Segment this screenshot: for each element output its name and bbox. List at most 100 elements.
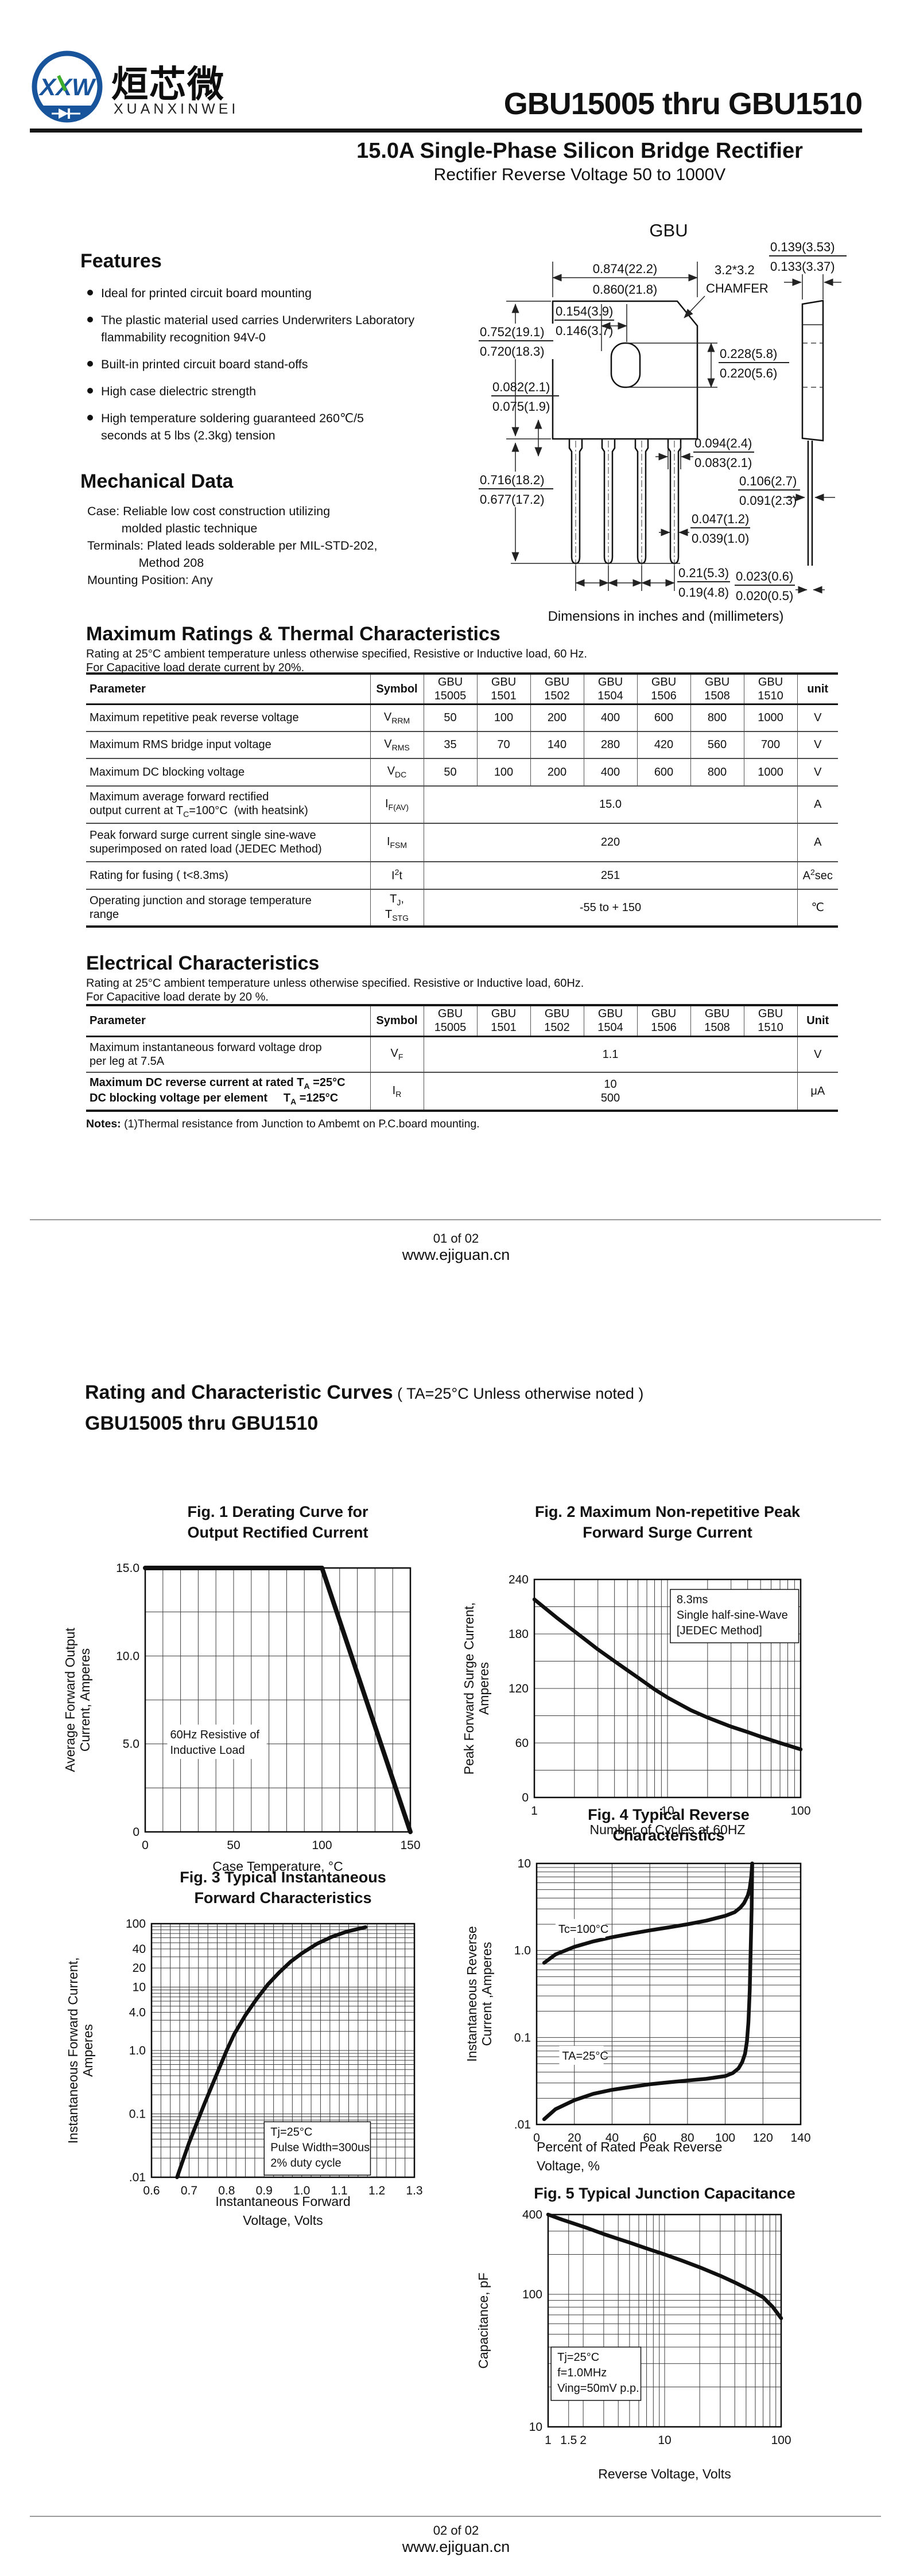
figure-1-title: Fig. 1 Derating Curve for Output Rectifi… [187,1503,368,1541]
cell-value: 600 [637,704,690,731]
th-model: GBU 1501 [476,674,530,705]
tick-label: 1.0 [293,2184,310,2197]
dim-label: 0.21(5.3) [678,566,729,580]
annotation-text: Inductive Load [170,1744,245,1757]
annotation-text: Tj=25°C [270,2126,312,2138]
tick-label: 0.8 [218,2184,235,2197]
electrical-table: Parameter Symbol GBU 15005 GBU 1501 GBU 1502 GBU… [86,1004,838,1112]
tick-label: 80 [681,2131,694,2145]
th-symbol: Symbol [370,1005,424,1036]
cell-symbol: VRMS [370,731,424,758]
x-tick-labels: 0 20 40 60 80 100 120 140 [533,2131,810,2145]
x-axis-label: Case Temperature, °C [212,1859,343,1874]
mechanical-heading: Mechanical Data [80,470,234,492]
tick-label: .01 [514,2118,531,2131]
tick-label: 15.0 [116,1562,139,1575]
tick-label: 1 [545,2434,552,2447]
cell-value: 1000 [743,704,797,731]
series-curve [542,1861,754,1965]
dim-label: 0.106(2.7) [739,474,797,488]
bullet-icon [87,361,93,367]
cell-unit: V [797,704,838,731]
y-axis-label: Peak Forward Surge Current, [461,1602,476,1775]
annotation-text: Tj=25°C [557,2351,599,2364]
footer-rule [30,2516,881,2517]
mechanical-line: molded plastic technique [87,522,258,535]
tick-label: 1.0 [514,1944,531,1958]
x-axis-label: Number of Cycles at 60HZ [590,1822,746,1837]
tick-label: 100 [312,1839,332,1852]
fig3-plot: 0.6 0.7 0.8 0.9 1.0 1.1 1.2 1.31004020104.01.00… [65,1917,423,2228]
tick-label: .01 [129,2171,146,2184]
cell-value: 700 [743,731,797,758]
package-side-view [801,299,824,566]
tick-label: 0.6 [143,2184,160,2197]
website: www.ejiguan.cn [402,2538,510,2555]
tick-label: 1.5 [560,2434,577,2447]
features-list: Ideal for printed circuit board mounting… [86,285,419,454]
th-model: GBU 1504 [583,1005,637,1036]
cell-unit: V [797,731,838,758]
th-unit: unit [797,674,838,705]
page2-footer: 02 of 02 www.ejiguan.cn [0,2523,912,2556]
tick-label: 0 [522,1791,529,1804]
series-curve [542,1861,754,2122]
page-number: 02 of 02 [433,2523,479,2538]
tick-label: 40 [606,2131,619,2145]
plot-border [547,2213,782,2428]
cell-value: 1.1 [423,1036,797,1072]
tick-label: 120 [509,1682,529,1695]
th-symbol: Symbol [370,674,424,705]
max-ratings-table: Parameter Symbol GBU 15005 GBU 1501 GBU 1502 GBU… [86,672,838,928]
feature-item: High temperature soldering guaranteed 26… [86,410,419,444]
y-tick-labels: 10 1.0 0.1 .01 [514,1857,531,2131]
electrical-table: Parameter Symbol GBU 15005 GBU 1501 GBU 1502 GBU… [86,1004,838,1112]
annotation-text: Pulse Width=300us [270,2141,370,2154]
dim-label: 0.720(18.3) [480,344,545,359]
x-tick-labels: 1 10 100 [531,1804,810,1818]
tick-label: 100 [790,1804,810,1818]
curves-heading: Rating and Characteristic Curves ( TA=25… [85,1382,643,1404]
tick-label: 1.2 [368,2184,385,2197]
curves-heading2: GBU15005 thru GBU1510 [85,1412,319,1434]
svg-text:Voltage, Volts: Voltage, Volts [243,2213,323,2228]
tick-label: 180 [509,1628,529,1641]
y-axis-label: Instantaneous Forward Current, [65,1958,80,2144]
feature-item: The plastic material used carries Underw… [86,312,419,346]
bullet-icon [87,317,93,322]
logo-mark-icon: XXW [32,50,103,123]
features-heading: Features [80,250,162,272]
bullet-icon [87,415,93,421]
th-model: GBU 1504 [583,674,637,705]
cell-value: 800 [690,704,744,731]
cell-value: 251 [423,861,797,889]
figure-3-title: Fig. 3 Typical Instantaneous Forward Cha… [180,1869,386,1906]
tick-label: 0 [533,2131,540,2145]
annotation-box [670,1589,800,1644]
tick-label: 20 [568,2131,581,2145]
curves-heading-note: ( TA=25°C Unless otherwise noted ) [393,1385,644,1402]
cell-parameter: Maximum instantaneous forward voltage dr… [90,1041,322,1068]
y-tick-labels: 400 100 10 [522,2208,542,2434]
dim-label: 0.228(5.8) [720,347,777,361]
electrical-note2: For Capacitive load derate by 20 %. [86,991,269,1003]
annotation-box [263,2121,371,2176]
cell-value: 560 [690,731,744,758]
x-tick-labels: 1 1.5 2 10 100 [545,2434,791,2447]
page-number: 01 of 02 [433,1231,479,1246]
table-row: Maximum average forward rectified output … [86,785,838,823]
plot-border [150,1923,416,2178]
fig1-plot: 0 50 100 150 15.0 10.0 5.0 0 60Hz Resistive of In… [63,1562,421,1874]
cell-parameter: Rating for fusing ( t<8.3ms) [90,869,228,882]
dim-label: 0.154(3.9) [556,304,613,318]
cell-value: 200 [530,758,584,786]
table-header-row: Parameter Symbol GBU 15005 GBU 1501 GBU 1502 GBU… [86,1005,838,1036]
footnote-text: (1)Thermal resistance from Junction to A… [121,1118,480,1130]
annotation-box [559,2046,604,2065]
tick-label: 100 [126,1917,146,1931]
table-row: Maximum DC blocking voltage VDC 50 100 200 40… [86,758,838,786]
package-front-view [552,300,698,571]
tick-label: 1 [531,1804,538,1818]
cell-parameter: Maximum average forward rectified output … [90,790,308,819]
footnote-label: Notes: [86,1118,121,1130]
